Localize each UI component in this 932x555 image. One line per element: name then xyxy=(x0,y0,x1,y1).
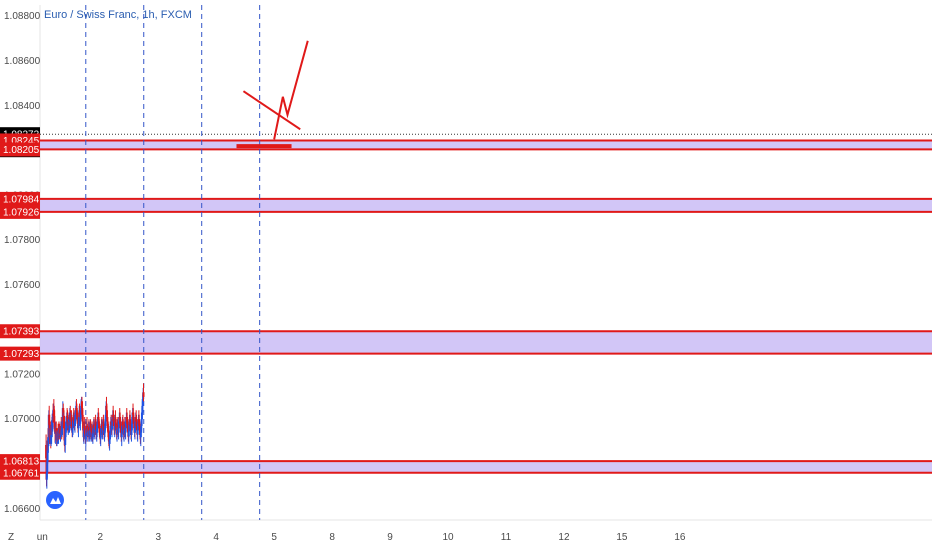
price-tag-layer: 1.0827347:401.082451.082051.079841.07926… xyxy=(0,127,40,480)
projection-arrow xyxy=(273,40,309,140)
separator-layer xyxy=(85,5,261,520)
y-tick-label: 1.08800 xyxy=(4,11,41,22)
zone-price-tag: 1.07393 xyxy=(3,327,40,338)
x-tick-label: un xyxy=(37,532,48,543)
zone-price-tag-bg xyxy=(0,204,40,219)
pattern-layer xyxy=(236,40,309,149)
y-tick-label: 1.07600 xyxy=(4,280,41,291)
zone-band xyxy=(40,140,932,150)
zone-price-tag-bg xyxy=(0,142,40,157)
zone-layer xyxy=(40,133,932,474)
x-tick-label: 11 xyxy=(501,532,512,543)
zone-price-tag-bg xyxy=(0,324,40,339)
zone-price-tag: 1.06813 xyxy=(3,457,40,468)
x-tick-label: 2 xyxy=(97,532,103,543)
zone-price-tag-bg xyxy=(0,346,40,361)
candle-body xyxy=(46,440,49,462)
x-tick-label: 8 xyxy=(329,532,335,543)
zone-price-tag-bg xyxy=(0,191,40,206)
chart-title: Euro / Swiss Franc, 1h, FXCM xyxy=(44,9,192,21)
zone-price-tag: 1.08205 xyxy=(3,145,40,156)
x-tick-label: 5 xyxy=(271,532,277,543)
x-axis-labels: un 2 3 4 5 8 9 10 11 12 15 16 xyxy=(37,532,686,543)
bottom-left-corner: Z xyxy=(8,532,14,543)
y-tick-label: 1.08400 xyxy=(4,101,41,112)
zone-price-tag: 1.07926 xyxy=(3,207,40,218)
x-tick-label: 12 xyxy=(558,532,570,543)
candle-body xyxy=(46,461,49,473)
x-tick-label: 3 xyxy=(155,532,161,543)
y-tick-label: 1.08600 xyxy=(4,56,41,67)
zone-price-tag: 1.06761 xyxy=(3,468,40,479)
zone-band xyxy=(40,461,932,473)
zone-price-tag: 1.07293 xyxy=(3,349,40,360)
zone-price-tag: 1.08245 xyxy=(3,136,40,147)
x-tick-label: 10 xyxy=(442,532,454,543)
x-tick-label: 15 xyxy=(616,532,628,543)
candle-layer xyxy=(45,383,145,489)
logo-icon xyxy=(46,491,64,509)
zone-band xyxy=(40,198,932,212)
y-tick-label: 1.07000 xyxy=(4,414,41,425)
y-tick-label: 1.06600 xyxy=(4,504,41,515)
x-tick-label: 16 xyxy=(674,532,686,543)
y-tick-label: 1.07200 xyxy=(4,369,41,380)
x-tick-label: 4 xyxy=(213,532,219,543)
candle-body xyxy=(45,444,48,459)
pattern-line xyxy=(242,90,301,131)
chart-grid xyxy=(39,5,932,521)
zone-price-tag-bg xyxy=(0,465,40,480)
zone-band xyxy=(40,331,932,354)
zone-price-tag-bg xyxy=(0,454,40,469)
candle-body xyxy=(142,392,145,397)
x-tick-label: 9 xyxy=(387,532,393,543)
candle-body xyxy=(47,439,50,447)
candle-body xyxy=(62,415,65,429)
y-tick-label: 1.07800 xyxy=(4,235,41,246)
zone-price-tag: 1.07984 xyxy=(3,194,40,205)
corner-label: Z xyxy=(8,532,14,543)
